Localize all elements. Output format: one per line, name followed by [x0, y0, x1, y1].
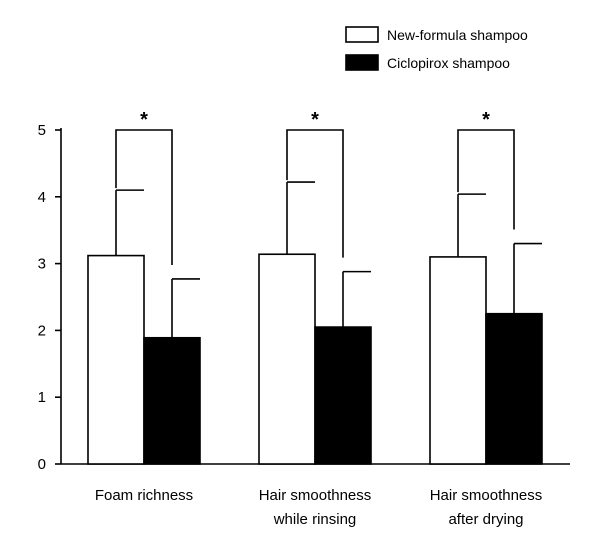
category-label-1-1: while rinsing	[273, 511, 357, 528]
category-label-2-1: after drying	[448, 511, 523, 528]
y-tick-label-3: 3	[38, 256, 46, 273]
category-label-2-0: Hair smoothness	[430, 487, 543, 504]
legend-swatch-0	[345, 26, 379, 43]
bar-series0-cat0	[87, 254, 145, 465]
significance-star-0: *	[140, 109, 148, 131]
legend-label-1: Ciclopirox shampoo	[387, 55, 510, 71]
significance-bracket-0	[115, 129, 173, 265]
bar-series1-cat1	[314, 326, 372, 465]
significance-markers: * * *	[115, 109, 515, 265]
legend-label-0: New-formula shampoo	[387, 27, 528, 43]
category-labels: Foam richness Hair smoothness while rinsin…	[95, 487, 542, 528]
significance-bracket-2	[457, 129, 515, 230]
y-tick-label-5: 5	[38, 122, 46, 139]
bars	[87, 253, 543, 465]
y-tick-label-4: 4	[38, 189, 46, 206]
y-tick-label-1: 1	[38, 389, 46, 406]
significance-star-1: *	[311, 109, 319, 131]
legend-swatch-1	[345, 54, 379, 71]
y-tick-label-2: 2	[38, 322, 46, 339]
bar-series1-cat0	[143, 336, 201, 465]
legend: New-formula shampoo Ciclopirox shampoo	[345, 26, 528, 71]
error-bars	[115, 181, 542, 338]
bar-series1-cat2	[485, 312, 543, 465]
bar-series0-cat1	[258, 253, 316, 465]
significance-bracket-1	[286, 129, 344, 258]
category-label-0-0: Foam richness	[95, 487, 193, 504]
bar-series0-cat2	[429, 256, 487, 465]
category-label-1-0: Hair smoothness	[259, 487, 372, 504]
y-tick-label-0: 0	[38, 456, 46, 473]
significance-star-2: *	[482, 109, 490, 131]
